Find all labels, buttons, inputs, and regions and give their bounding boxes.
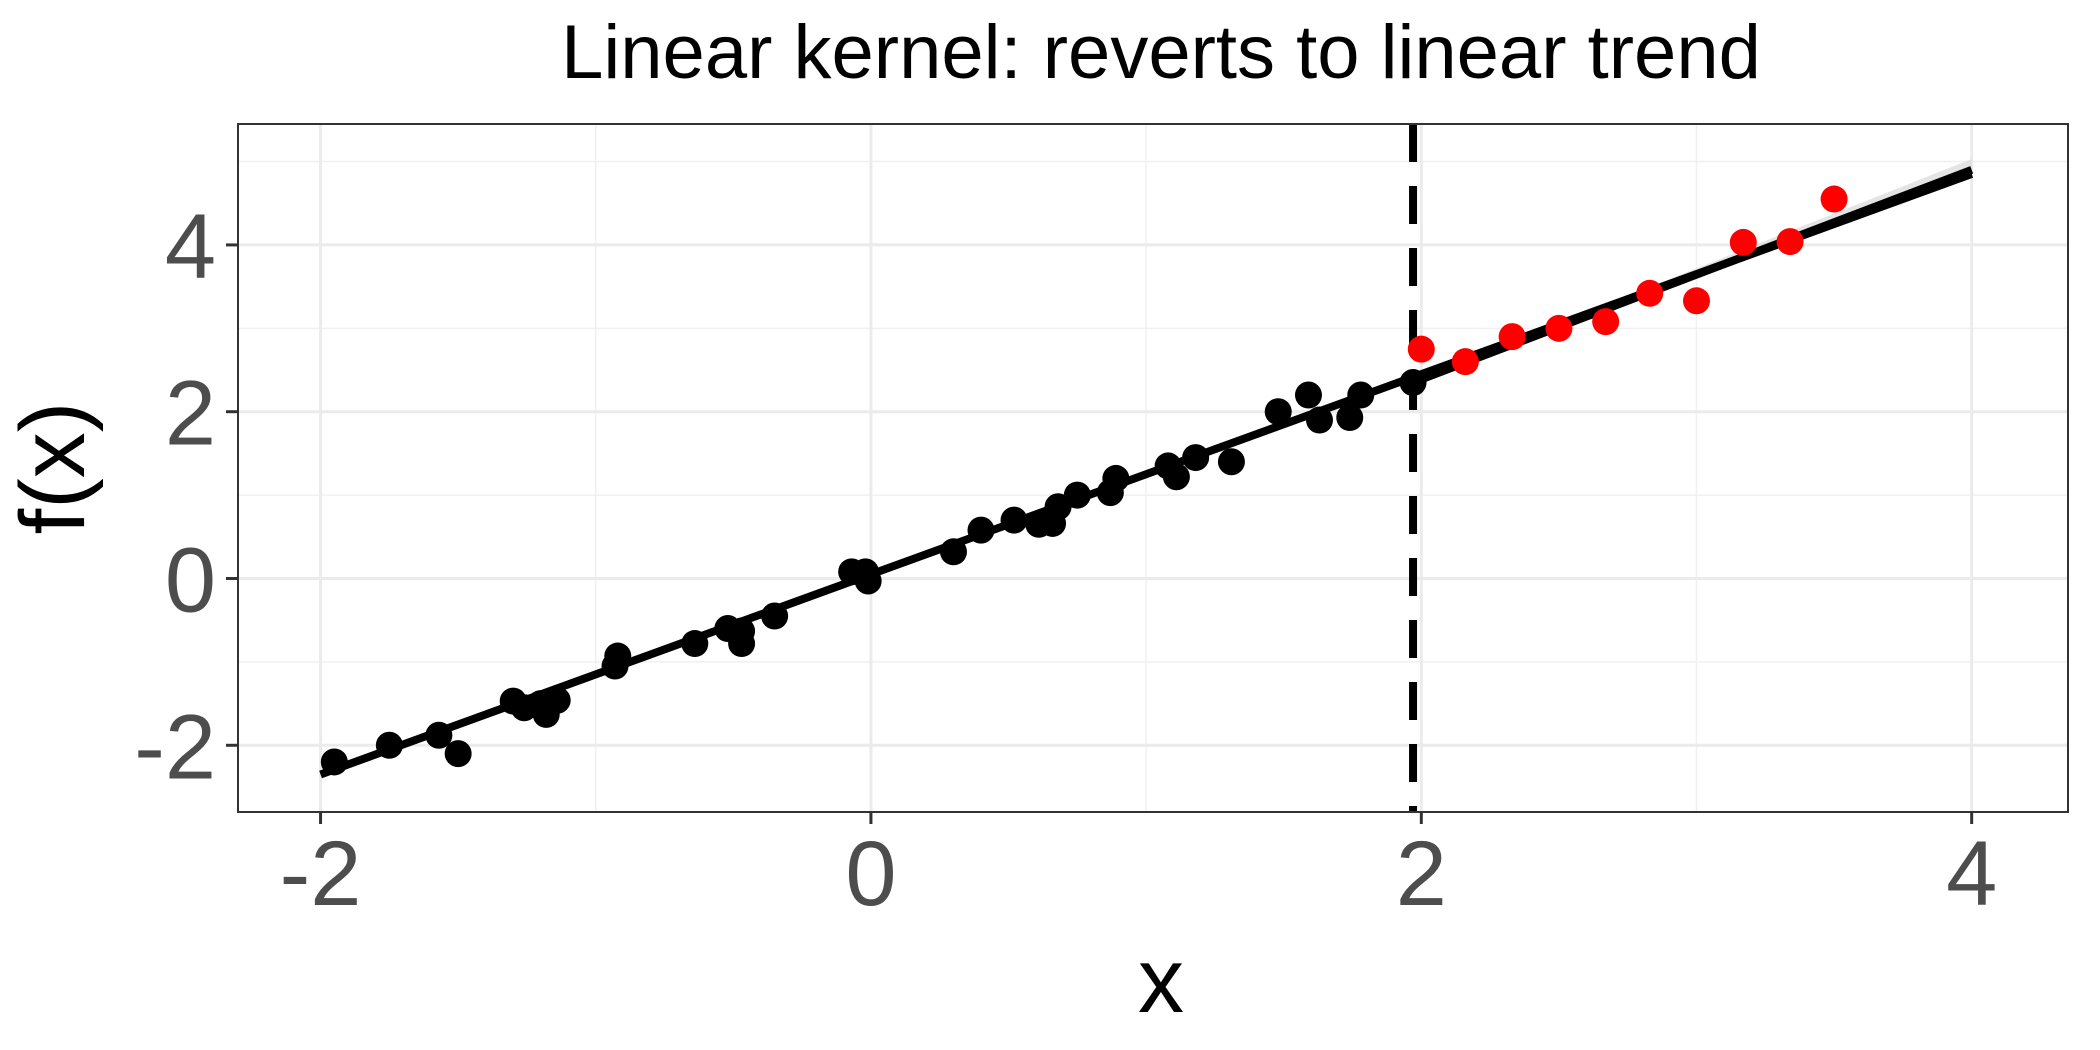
- y-axis-ticks: -2 0 2 4: [134, 196, 238, 798]
- data-point-test: [1682, 287, 1710, 315]
- data-point-observed: [543, 686, 571, 714]
- data-point-observed: [320, 748, 348, 776]
- data-point-observed: [375, 731, 403, 759]
- data-point-observed: [728, 630, 756, 658]
- chart-title: Linear kernel: reverts to linear trend: [561, 10, 1761, 95]
- data-point-observed: [1264, 398, 1292, 426]
- x-tick-label: -2: [280, 823, 362, 925]
- data-point-test: [1407, 335, 1435, 363]
- data-point-observed: [681, 630, 709, 658]
- data-point-observed: [1217, 448, 1245, 476]
- data-point-observed: [425, 721, 453, 749]
- data-point-observed: [854, 567, 882, 595]
- x-axis-ticks: -2 0 2 4: [280, 812, 1997, 925]
- data-point-observed: [1000, 506, 1028, 534]
- data-points: [320, 185, 1848, 776]
- y-tick-label: -2: [134, 696, 216, 798]
- data-point-observed: [444, 740, 472, 768]
- data-point-test: [1498, 323, 1526, 351]
- x-axis-title: x: [1138, 930, 1184, 1032]
- data-point-observed: [1336, 404, 1364, 432]
- data-point-test: [1636, 279, 1664, 307]
- data-point-observed: [604, 642, 632, 670]
- data-point-observed: [1182, 444, 1210, 472]
- data-point-test: [1545, 314, 1573, 342]
- data-point-observed: [1294, 381, 1322, 409]
- data-point-observed: [1063, 481, 1091, 509]
- data-point-observed: [1347, 381, 1375, 409]
- fit-line-extrapolation: [1411, 166, 1974, 387]
- plot-panel-border: [237, 123, 2069, 813]
- data-point-test: [1820, 185, 1848, 213]
- y-tick-label: 4: [165, 196, 216, 298]
- data-point-test: [1729, 228, 1757, 256]
- data-point-observed: [939, 538, 967, 566]
- y-tick-label: 0: [165, 529, 216, 631]
- data-point-observed: [761, 602, 789, 630]
- data-point-observed: [1399, 369, 1427, 397]
- data-point-test: [1451, 348, 1479, 376]
- data-point-observed: [1162, 463, 1190, 491]
- data-point-observed: [967, 516, 995, 544]
- y-tick-label: 2: [165, 363, 216, 465]
- x-tick-label: 2: [1396, 823, 1447, 925]
- grid-minor: [238, 124, 2068, 812]
- data-point-observed: [1305, 406, 1333, 434]
- x-tick-label: 0: [845, 823, 896, 925]
- data-point-test: [1592, 308, 1620, 336]
- x-tick-label: 4: [1946, 823, 1997, 925]
- data-point-observed: [1102, 464, 1130, 492]
- y-axis-title: f(x): [2, 402, 104, 535]
- data-point-test: [1776, 228, 1804, 256]
